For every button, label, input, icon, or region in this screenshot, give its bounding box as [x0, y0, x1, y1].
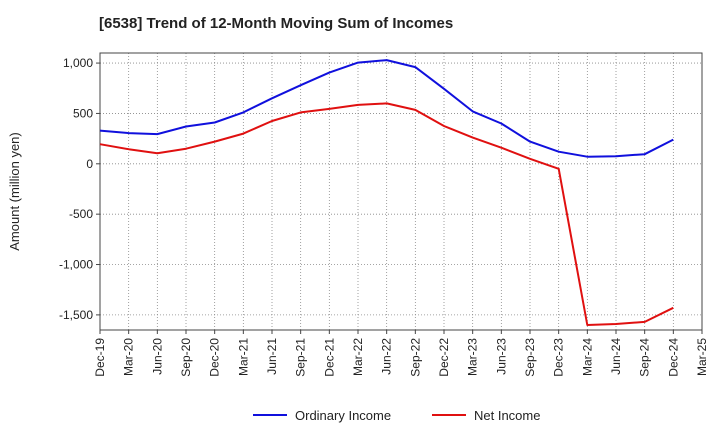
series-line-net-income	[99, 102, 674, 326]
chart-title: [6538] Trend of 12-Month Moving Sum of I…	[99, 15, 454, 32]
x-tick-label: Mar-20	[122, 338, 136, 376]
x-tick-label: Dec-22	[437, 338, 451, 377]
x-tick-label: Jun-20	[150, 338, 164, 375]
y-tick-label: 1,000	[63, 56, 93, 70]
x-tick-label: Jun-21	[265, 338, 279, 375]
y-tick-label: -1,500	[59, 308, 93, 322]
x-tick-label: Mar-21	[236, 338, 250, 376]
x-tick-label: Sep-21	[294, 338, 308, 377]
y-axis-label: Amount (million yen)	[7, 132, 22, 251]
x-tick-label: Jun-23	[494, 338, 508, 375]
y-tick-label: 500	[73, 106, 93, 120]
x-tick-label: Mar-23	[466, 338, 480, 376]
x-tick-label: Sep-23	[523, 338, 537, 377]
legend-label: Ordinary Income	[295, 408, 391, 423]
x-tick-label: Dec-21	[322, 338, 336, 377]
x-tick-label: Sep-24	[638, 338, 652, 377]
legend-label: Net Income	[474, 408, 540, 423]
x-tick-label: Dec-24	[666, 338, 680, 377]
x-tick-label: Dec-19	[93, 338, 107, 377]
x-tick-label: Jun-22	[380, 338, 394, 375]
series-line-ordinary-income	[99, 59, 674, 158]
x-tick-label: Sep-22	[408, 338, 422, 377]
x-tick-label: Dec-23	[552, 338, 566, 377]
x-tick-label: Dec-20	[208, 338, 222, 377]
x-tick-label: Mar-25	[695, 338, 709, 376]
x-tick-label: Sep-20	[179, 338, 193, 377]
y-tick-label: -500	[69, 207, 93, 221]
x-tick-label: Mar-24	[580, 338, 594, 376]
x-tick-label: Mar-22	[351, 338, 365, 376]
plot-frame	[99, 52, 703, 331]
y-tick-label: 0	[86, 157, 93, 171]
x-tick-label: Jun-24	[609, 338, 623, 375]
plot-area	[100, 53, 702, 330]
y-tick-label: -1,000	[59, 258, 93, 272]
